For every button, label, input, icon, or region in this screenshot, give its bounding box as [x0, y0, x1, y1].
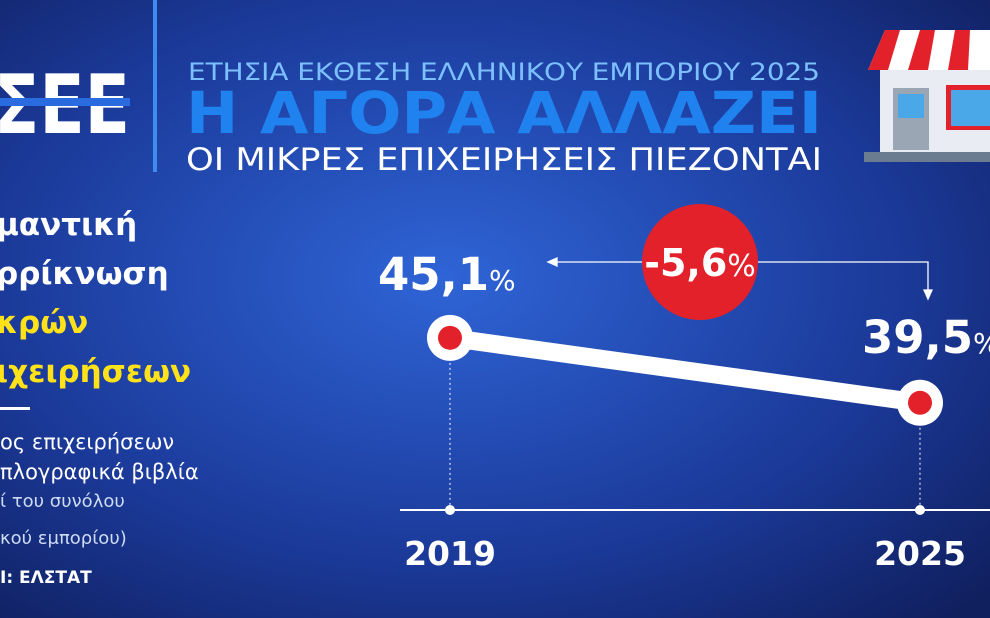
rule [0, 407, 30, 410]
shop-icon [864, 30, 990, 162]
note-line: ί του συνόλου [0, 491, 125, 512]
divider [153, 0, 157, 172]
change-arrows [546, 256, 934, 301]
axis-dot [445, 505, 455, 515]
headline-line: ιχειρήσεων [0, 354, 191, 390]
source: Ι: ΕΛΣΤΑΤ [0, 568, 92, 588]
x-tick-label: 2025 [874, 534, 966, 573]
change-label: -5,6% [644, 241, 756, 285]
point [908, 390, 932, 415]
title: Η ΑΓΟΡΑ ΑΛΛΑΖΕΙ [186, 79, 822, 147]
headline-line: μαντική [0, 207, 137, 243]
x-tick-label: 2019 [404, 534, 496, 573]
value-label: 45,1% [378, 248, 516, 301]
line [448, 328, 922, 412]
axis-dot [915, 505, 925, 515]
note-line: κού εμπορίου) [0, 528, 127, 549]
description-line: ος επιχειρήσεων [0, 430, 174, 454]
description-line: πλογραφικά βιβλία [0, 460, 199, 484]
headline-line: κρών [0, 305, 88, 341]
value-label: 39,5% [862, 311, 990, 364]
subtitle: ΟΙ ΜΙΚΡΕΣ ΕΠΙΧΕΙΡΗΣΕΙΣ ΠΙΕΖΟΝΤΑΙ [186, 142, 822, 178]
kicker: ΕΤΗΣΙΑ ΕΚΘΕΣΗ ΕΛΛΗΝΙΚΟΥ ΕΜΠΟΡΙΟΥ 2025 [188, 58, 820, 86]
headline-line: ρρίκνωση [0, 256, 169, 292]
point [438, 325, 462, 350]
change-badge [642, 204, 758, 320]
logo-stripe [0, 98, 130, 106]
